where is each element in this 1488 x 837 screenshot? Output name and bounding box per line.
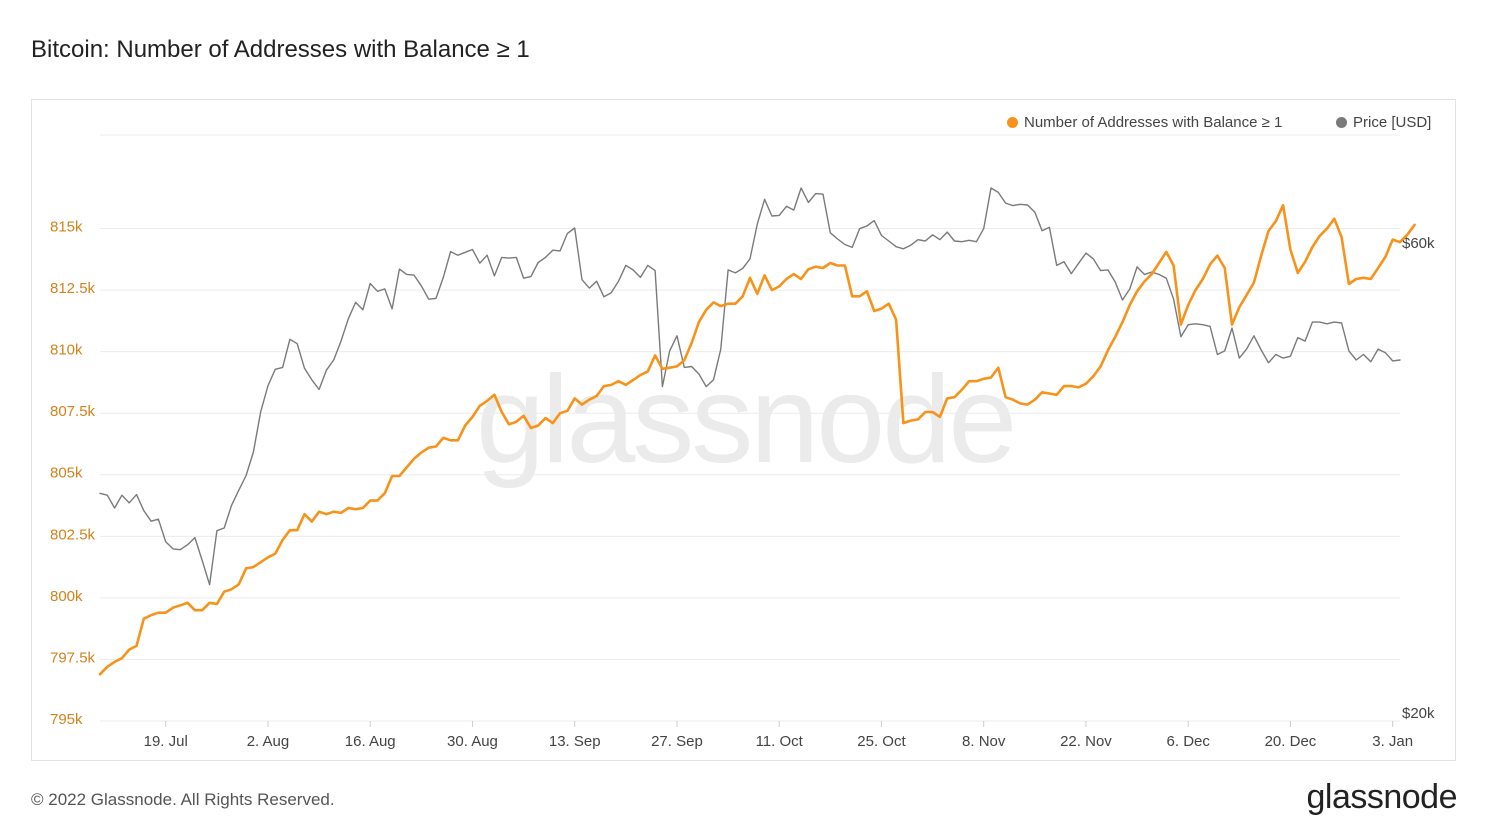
y-right-tick-label: $20k [1402,705,1435,722]
left-axis: 795k 797.5k 800k 802.5k 805k 807.5k 810k 812.5k… [50,219,96,728]
legend-item-addresses[interactable]: Number of Addresses with Balance ≥ 1 [1007,114,1282,131]
x-axis: 19. Jul 2. Aug 16. Aug 30. Aug 13. Sep 27. Se… [144,721,1413,750]
x-tick-label: 13. Sep [549,733,601,750]
grid-layer [100,134,1400,722]
x-tick-label: 3. Jan [1372,733,1413,750]
y-left-tick-label: 800k [50,588,83,605]
x-tick-label: 19. Jul [144,733,188,750]
x-tick-label: 22. Nov [1060,733,1112,750]
y-left-tick-label: 802.5k [50,526,96,543]
legend-dot-addresses [1007,117,1018,128]
y-right-tick-label: $60k [1402,235,1435,252]
x-tick-label: 27. Sep [651,733,703,750]
chart-panel [31,99,1456,761]
y-left-tick-label: 810k [50,342,83,359]
x-tick-label: 11. Oct [756,733,804,750]
legend-label-price: Price [USD] [1353,114,1432,131]
y-left-tick-label: 812.5k [50,280,96,297]
x-tick-label: 8. Nov [962,733,1006,750]
right-axis: $20k $60k [1402,235,1435,722]
x-tick-label: 20. Dec [1265,733,1317,750]
y-left-tick-label: 795k [50,711,83,728]
chart-title: Bitcoin: Number of Addresses with Balanc… [31,36,530,63]
x-tick-label: 6. Dec [1167,733,1211,750]
price-series-line [99,187,1401,586]
x-tick-label: 16. Aug [345,733,396,750]
y-left-tick-label: 805k [50,465,83,482]
footer-copyright: © 2022 Glassnode. All Rights Reserved. [31,790,335,809]
x-tick-label: 25. Oct [857,733,906,750]
legend-dot-price [1336,117,1347,128]
x-tick-label: 30. Aug [447,733,498,750]
y-left-tick-label: 815k [50,219,83,236]
x-tick-label: 2. Aug [247,733,290,750]
legend-label-addresses: Number of Addresses with Balance ≥ 1 [1024,114,1283,131]
y-left-tick-label: 797.5k [50,649,96,666]
addresses-series-line [98,203,1416,676]
watermark: glassnode [476,351,1014,489]
y-left-tick-label: 807.5k [50,403,96,420]
legend-item-price[interactable]: Price [USD] [1336,114,1431,131]
series-layer [98,187,1416,676]
footer-logo[interactable]: glassnode [1306,778,1457,816]
